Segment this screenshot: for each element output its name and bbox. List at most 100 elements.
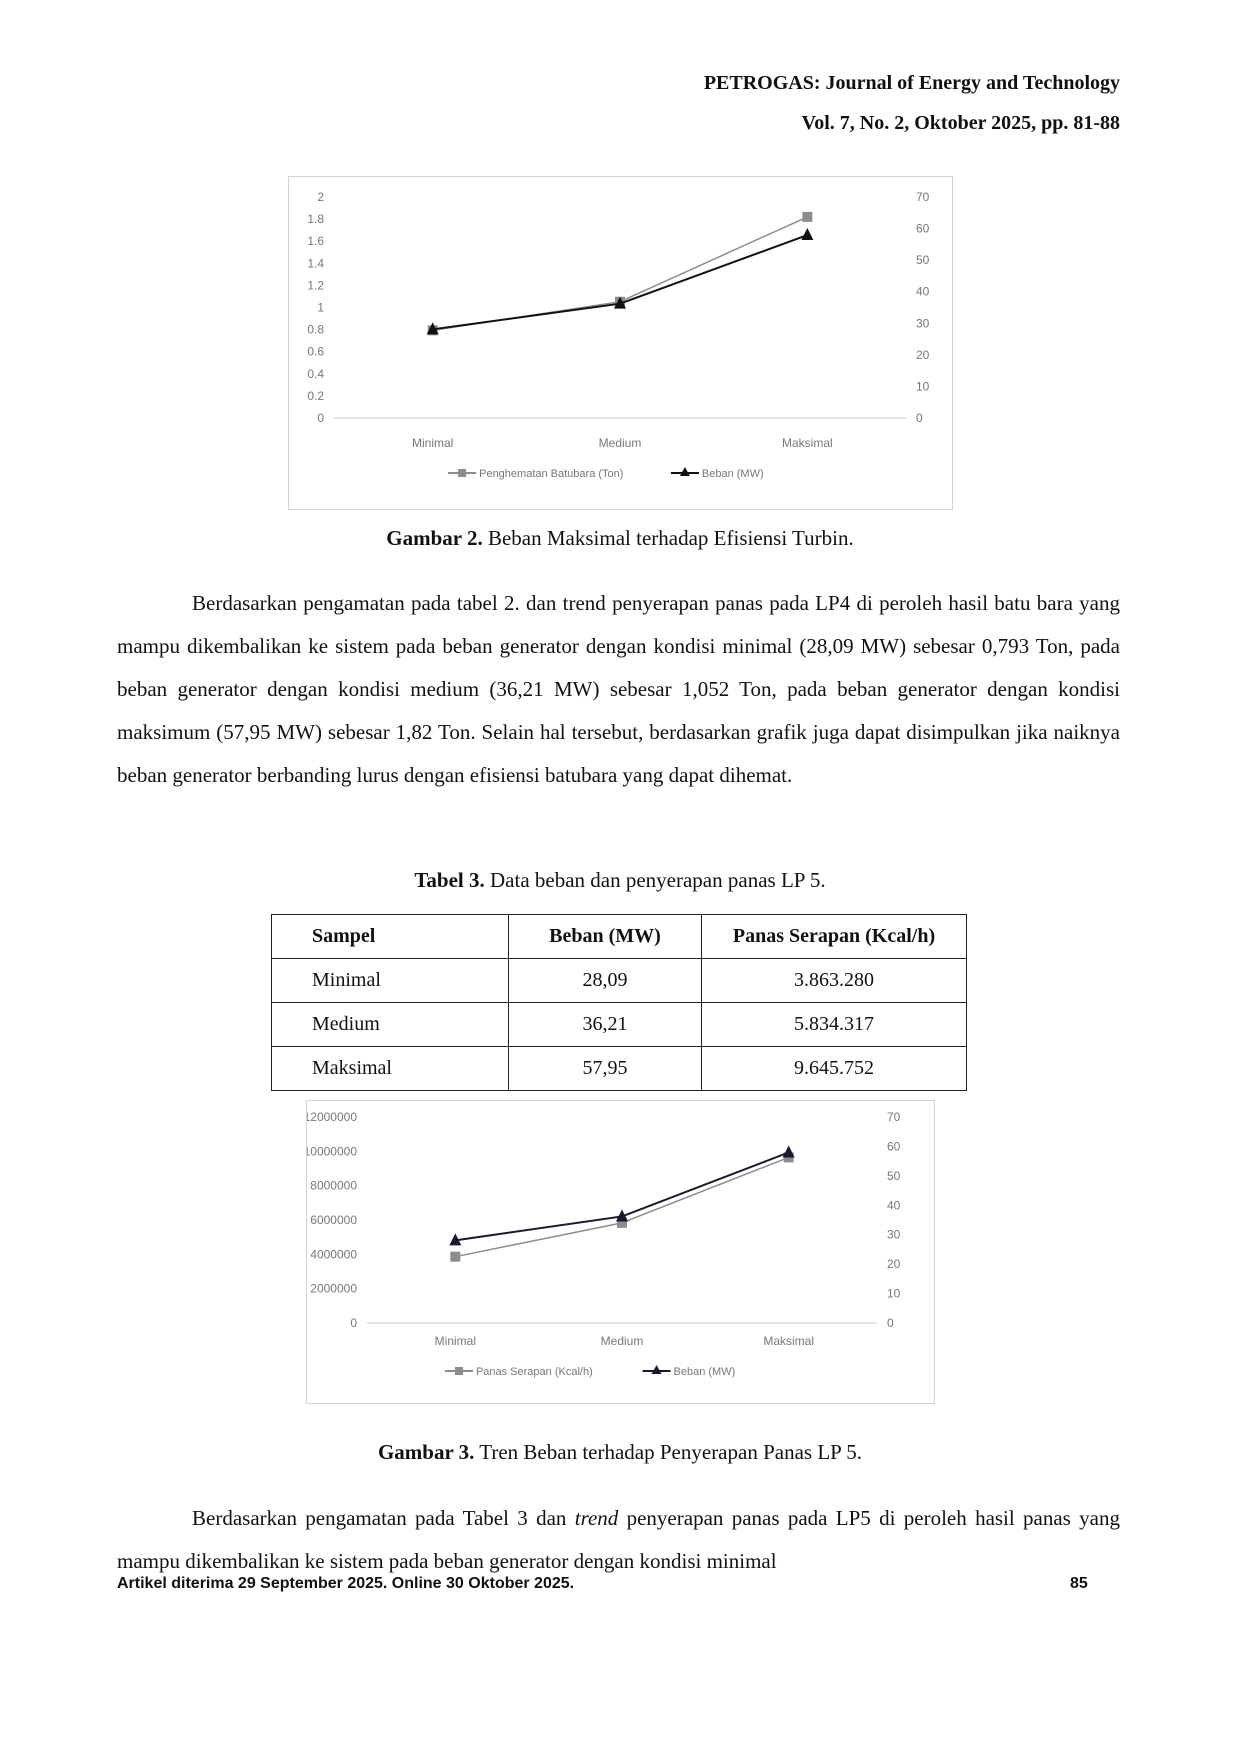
y-left-tick-label: 10000000 (307, 1144, 357, 1158)
paragraph-2: Berdasarkan pengamatan pada Tabel 3 dan … (117, 1497, 1120, 1583)
y-right-tick-label: 60 (916, 222, 930, 236)
caption-label: Gambar 3. (377, 1440, 475, 1464)
x-tick-label: Maksimal (763, 1334, 814, 1348)
page-number: 85 (1070, 1575, 1088, 1592)
y-right-tick-label: 50 (887, 1169, 901, 1183)
legend-label: Beban (MW) (702, 468, 764, 480)
paragraph-text: Berdasarkan pengamatan pada tabel 2. dan… (117, 591, 1120, 787)
figure-3-chart: 0 2000000 4000000 6000000 8000000 10000000 120… (306, 1100, 935, 1404)
header-cell: Panas Serapan (Kcal/h) (701, 914, 967, 959)
y-right-tick-label: 40 (887, 1198, 901, 1212)
cell: 36,21 (508, 1002, 702, 1047)
footer-note: Artikel diterima 29 September 2025. Onli… (117, 1575, 575, 1592)
y-left-tick-label: 2 (317, 190, 324, 204)
data-point-triangle (801, 228, 814, 241)
legend-square-marker (454, 1367, 463, 1375)
y-left-tick-label: 0.8 (307, 323, 324, 337)
table-3: Sampel Beban (MW) Panas Serapan (Kcal/h)… (271, 914, 967, 1091)
y-right-tick-label: 0 (887, 1316, 894, 1330)
caption-label: Tabel 3. (414, 868, 485, 892)
y-right-tick-label: 20 (916, 348, 930, 362)
y-left-tick-label: 0.6 (307, 345, 324, 359)
legend-label: Panas Serapan (Kcal/h) (476, 1366, 593, 1378)
cell: Medium (271, 1002, 509, 1047)
y-right-tick-label: 10 (887, 1287, 901, 1301)
legend-label: Penghematan Batubara (Ton) (479, 468, 623, 480)
y-right-tick-label: 70 (916, 190, 930, 204)
y-right-tick-label: 30 (916, 316, 930, 330)
y-left-tick-label: 1.8 (307, 212, 324, 226)
paragraph-text: penyerapan panas pada LP5 di peroleh has… (117, 1506, 1120, 1573)
y-right-tick-label: 10 (916, 379, 930, 393)
cell: 28,09 (508, 958, 702, 1003)
journal-volume: Vol. 7, No. 2, Oktober 2025, pp. 81-88 (801, 112, 1120, 134)
y-right-tick-label: 70 (887, 1110, 901, 1124)
chart-svg: 00.20.40.60.811.21.41.61.820102030405060… (307, 190, 930, 480)
x-tick-label: Minimal (435, 1334, 476, 1348)
header-cell: Beban (MW) (508, 914, 702, 959)
y-left-tick-label: 4000000 (310, 1247, 357, 1261)
legend-square-marker (458, 469, 467, 477)
data-point-triangle (449, 1233, 462, 1246)
legend-triangle-marker (679, 467, 690, 476)
y-right-tick-label: 50 (916, 253, 930, 267)
y-left-tick-label: 1.2 (307, 278, 324, 292)
figure-3-caption: Gambar 3. Tren Beban terhadap Penyerapan… (0, 1440, 1240, 1465)
cell: 3.863.280 (701, 958, 967, 1003)
y-right-tick-label: 60 (887, 1139, 901, 1153)
y-left-tick-label: 0.2 (307, 389, 324, 403)
series-line (432, 216, 808, 332)
caption-text: Data beban dan penyerapan panas LP 5. (484, 868, 826, 892)
y-right-tick-label: 40 (916, 285, 930, 299)
data-point-triangle (782, 1145, 795, 1158)
data-point-triangle (426, 322, 439, 335)
journal-title: PETROGAS: Journal of Energy and Technolo… (703, 72, 1120, 94)
x-tick-label: Medium (599, 436, 642, 450)
cell: 9.645.752 (701, 1046, 967, 1091)
x-tick-label: Maksimal (782, 436, 833, 450)
y-left-tick-label: 6000000 (310, 1213, 357, 1227)
y-right-tick-label: 0 (916, 411, 923, 425)
figure-2-caption: Gambar 2. Beban Maksimal terhadap Efisie… (0, 526, 1240, 551)
y-left-tick-label: 12000000 (307, 1110, 357, 1124)
table-row: Minimal 28,09 3.863.280 (271, 958, 967, 1003)
x-tick-label: Minimal (412, 436, 453, 450)
caption-text: Tren Beban terhadap Penyerapan Panas LP … (474, 1440, 863, 1464)
cell: Minimal (271, 958, 509, 1003)
figure-2-chart: 0 0.2 0.4 0.6 0.8 1 1.2 1.4 1.6 1.8 2 0 10 20 30 40 50 60… (288, 176, 953, 510)
cell: 5.834.317 (701, 1002, 967, 1047)
paragraph-italic: trend (574, 1506, 619, 1530)
y-left-tick-label: 0 (317, 411, 324, 425)
data-point-square (802, 211, 813, 222)
paragraph-text: Berdasarkan pengamatan pada Tabel 3 dan (192, 1506, 575, 1530)
data-point-square (450, 1251, 461, 1262)
cell: 57,95 (508, 1046, 702, 1091)
data-point-triangle (614, 296, 626, 309)
paragraph-1: Berdasarkan pengamatan pada tabel 2. dan… (117, 582, 1120, 797)
y-left-tick-label: 1.4 (307, 256, 324, 270)
y-right-tick-label: 30 (887, 1228, 901, 1242)
y-left-tick-label: 1.6 (307, 234, 324, 248)
legend-triangle-marker (651, 1365, 662, 1374)
chart-svg: 0 2000000 4000000 6000000 8000000 10000000 120… (307, 1110, 901, 1378)
y-left-tick-label: 1 (317, 301, 324, 315)
table-header-row: Sampel Beban (MW) Panas Serapan (Kcal/h) (271, 914, 967, 959)
cell: Maksimal (271, 1046, 509, 1091)
y-left-tick-label: 0 (350, 1316, 357, 1330)
x-tick-label: Medium (601, 1334, 644, 1348)
y-left-tick-label: 2000000 (310, 1282, 357, 1296)
table-row: Medium 36,21 5.834.317 (271, 1002, 967, 1047)
table-row: Maksimal 57,95 9.645.752 (271, 1046, 967, 1091)
series-line (432, 234, 808, 331)
legend-label: Beban (MW) (674, 1366, 736, 1378)
data-point-square (617, 1217, 627, 1228)
header-cell: Sampel (271, 914, 509, 959)
caption-text: Beban Maksimal terhadap Efisiensi Turbin… (482, 526, 854, 550)
y-left-tick-label: 0.4 (307, 367, 324, 381)
caption-label: Gambar 2. (386, 526, 483, 550)
y-left-tick-label: 8000000 (310, 1179, 357, 1193)
y-right-tick-label: 20 (887, 1257, 901, 1271)
data-point-triangle (616, 1209, 628, 1222)
table-3-caption: Tabel 3. Data beban dan penyerapan panas… (0, 868, 1240, 893)
